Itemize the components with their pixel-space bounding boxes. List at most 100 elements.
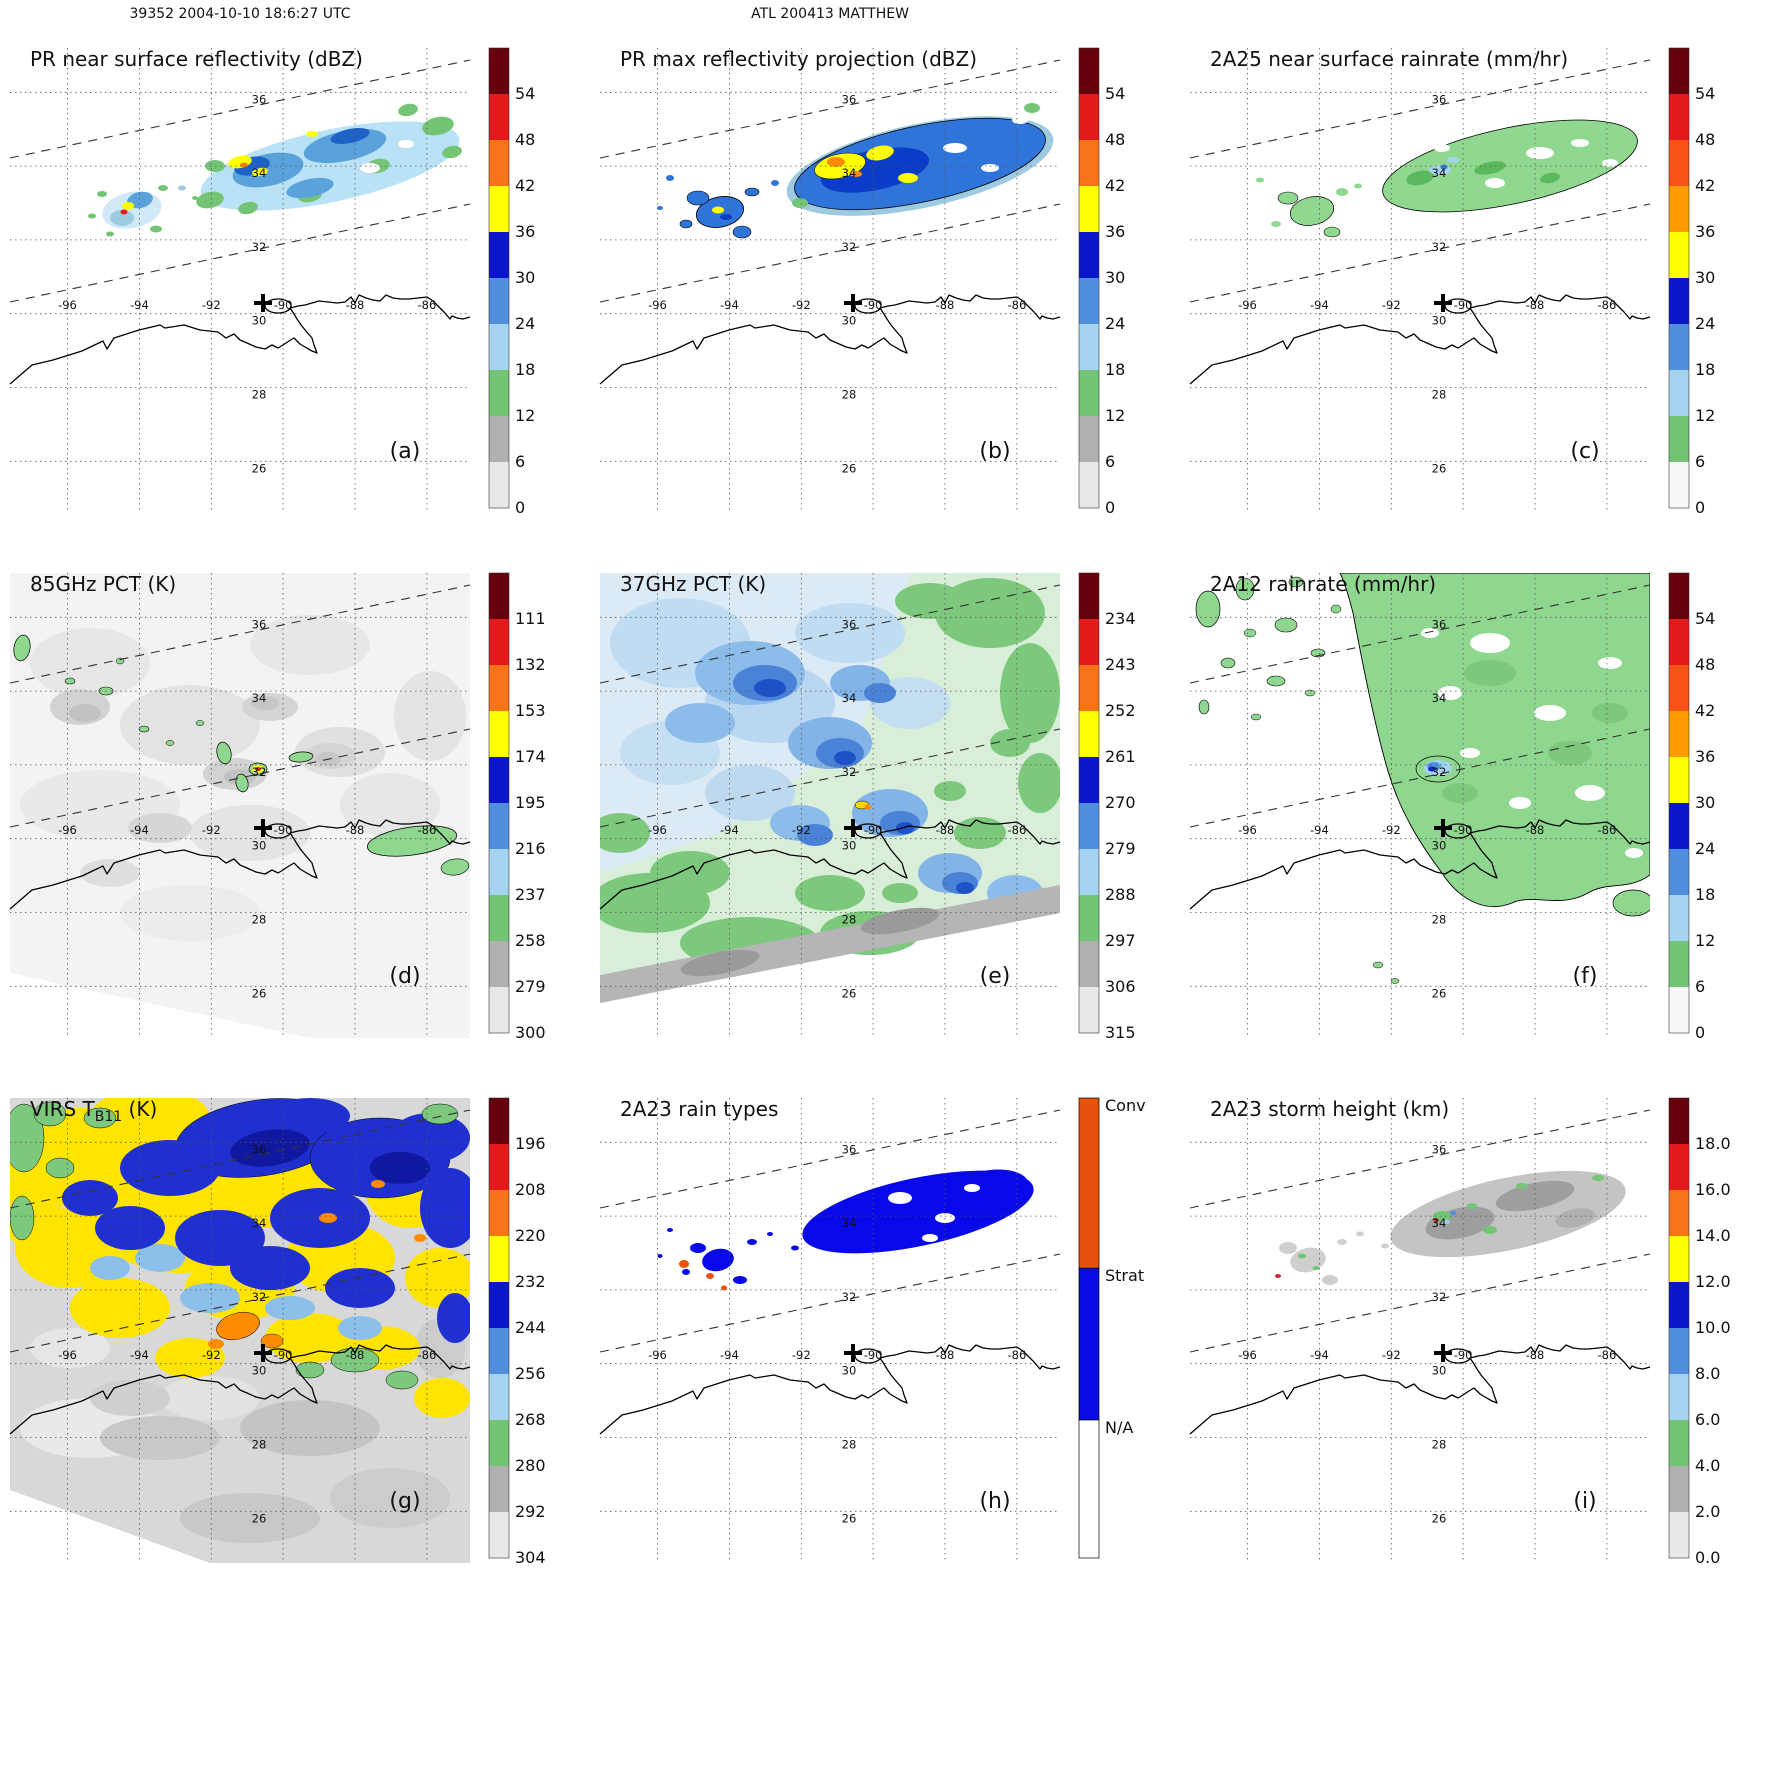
field-patch [754, 679, 786, 697]
field-patch [1442, 1219, 1450, 1225]
field-patch [1198, 699, 1210, 715]
panel-letter: (b) [979, 439, 1010, 464]
colorbar-segment [1669, 1282, 1689, 1329]
lon-label: -96 [1238, 823, 1257, 837]
colorbar-tick-label: 36 [1695, 222, 1715, 241]
field-patch [1256, 177, 1264, 183]
colorbar-segment [1669, 1190, 1689, 1237]
lon-label: -90 [864, 823, 883, 837]
field-patch [1000, 643, 1060, 743]
colorbar-segment [489, 140, 509, 187]
lat-label: 32 [1432, 765, 1447, 779]
colorbar-segment [1079, 232, 1099, 279]
colorbar-segment [489, 416, 509, 463]
lon-label: -88 [1526, 1348, 1545, 1362]
field-patch [747, 1239, 757, 1245]
colorbar-segment [1669, 895, 1689, 942]
field-patch [680, 949, 760, 977]
field-patch [1625, 848, 1643, 858]
colorbar-segment [1669, 849, 1689, 896]
colorbar-tick-label: 6.0 [1695, 1410, 1720, 1429]
lon-label: -90 [1454, 1348, 1473, 1362]
gridlines [10, 573, 470, 1038]
colorbar-tick-label: 42 [1105, 176, 1125, 195]
field-patch [690, 1243, 706, 1253]
colorbar-border [488, 1097, 510, 1559]
panel-i-canvas: -96 -94 -92 -90 -88 -86 36 34 32 30 28 26 2A23 storm… [1189, 1097, 1731, 1567]
field-patch [360, 163, 380, 173]
field-patch [733, 1276, 747, 1284]
colorbar-tick-label: 256 [515, 1364, 546, 1383]
colorbar-segment [489, 987, 509, 1034]
colorbar-tick-label: 4.0 [1695, 1456, 1720, 1475]
colorbar-segment [1669, 711, 1689, 758]
field-patch [303, 128, 387, 164]
colorbar-segment [1669, 94, 1689, 141]
colorbar-segment [1669, 370, 1689, 417]
colorbar-segment [489, 186, 509, 233]
colorbar-tick-label: 300 [515, 1023, 546, 1042]
field-patch [70, 1278, 170, 1338]
colorbar-segment [489, 849, 509, 896]
field-patch [1602, 159, 1618, 167]
lat-label: 26 [842, 986, 857, 1000]
colorbar-segment [489, 757, 509, 804]
lat-label: 36 [252, 92, 267, 106]
swath-edge-lines [9, 584, 471, 828]
colorbar-tick-label: 54 [1695, 84, 1715, 103]
lat-label: 34 [842, 166, 857, 180]
panel-title: 2A12 rainrate (mm/hr) [1210, 572, 1436, 596]
data-field [10, 573, 470, 1038]
field-patch [420, 1168, 470, 1248]
field-patch [600, 813, 650, 853]
field-patch [712, 206, 724, 214]
field-patch [150, 225, 162, 233]
lat-label: 30 [842, 1364, 857, 1378]
lon-label: -96 [1238, 298, 1257, 312]
field-patch [1312, 1266, 1320, 1270]
colorbar-tick-label: 48 [515, 130, 535, 149]
colorbar-segment [1669, 232, 1689, 279]
field-patch [1390, 978, 1400, 984]
data-field [1256, 119, 1638, 238]
colorbar-segment [1079, 48, 1099, 95]
field-patch [797, 824, 833, 846]
field-patch [95, 1206, 165, 1250]
colorbar-tick-label: 12.0 [1695, 1272, 1731, 1291]
field-patch [252, 167, 268, 177]
storm-center-marker [254, 819, 272, 837]
field-patch [325, 1268, 395, 1308]
colorbar-tick-label: 6 [515, 452, 525, 471]
field-patch [90, 1380, 170, 1416]
field-patch [106, 231, 114, 237]
lon-label: -94 [720, 298, 739, 312]
field-patch [330, 127, 370, 145]
lon-label: -90 [274, 823, 293, 837]
field-patch [898, 173, 918, 183]
lon-label: -96 [648, 298, 667, 312]
field-patch [1406, 170, 1434, 186]
colorbar-tick-label: 306 [1105, 977, 1136, 996]
field-patch [956, 882, 974, 894]
colorbar-segment [489, 1512, 509, 1559]
lat-label: 28 [252, 913, 267, 927]
field-patch [1592, 703, 1628, 723]
panel-e: -96 -94 -92 -90 -88 -86 36 34 32 30 28 26 37GHz PCT … [590, 551, 1180, 1076]
lon-label: -86 [1008, 823, 1027, 837]
colorbar-segment [489, 941, 509, 988]
colorbar-border [488, 47, 510, 509]
colorbar-segment [1079, 941, 1099, 988]
colorbar-tick-label: 16.0 [1695, 1180, 1731, 1199]
data-field [1275, 1170, 1626, 1285]
field-patch [1483, 1226, 1497, 1234]
panel-title: 2A25 near surface rainrate (mm/hr) [1210, 47, 1568, 71]
field-patch [120, 885, 260, 941]
field-patch [882, 883, 918, 903]
lon-label: -92 [792, 1348, 811, 1362]
colorbar-tick-label: 196 [515, 1134, 546, 1153]
field-patch [216, 1311, 260, 1341]
colorbar-tick-label: 12 [515, 406, 535, 425]
colorbar-segment [1079, 324, 1099, 371]
colorbar-segment [1078, 1267, 1100, 1421]
field-patch [1421, 628, 1439, 638]
